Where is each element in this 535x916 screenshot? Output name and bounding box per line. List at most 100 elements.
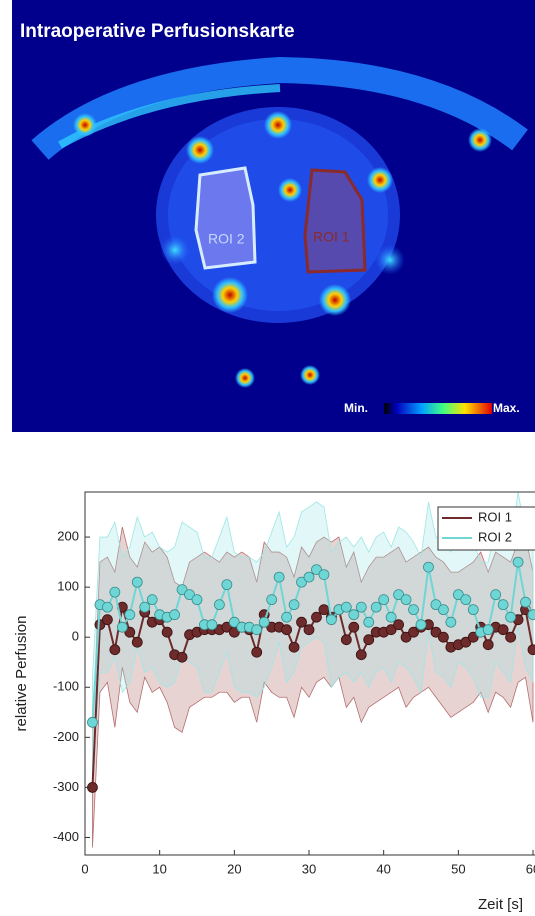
marker: [370, 601, 382, 613]
legend-box: [437, 506, 535, 551]
marker: [527, 609, 535, 621]
marker: [355, 649, 367, 661]
marker: [109, 644, 121, 656]
marker: [109, 586, 121, 598]
marker: [437, 604, 449, 616]
marker: [124, 609, 136, 621]
marker: [251, 646, 263, 658]
marker: [206, 619, 218, 631]
marker: [490, 589, 502, 601]
marker: [258, 616, 270, 628]
marker: [251, 624, 263, 636]
marker: [385, 624, 397, 636]
marker: [281, 624, 293, 636]
marker: [102, 614, 113, 626]
marker: [281, 611, 293, 623]
legend-label: ROI 1: [478, 509, 512, 524]
marker: [400, 594, 412, 606]
marker: [296, 576, 307, 588]
marker: [318, 604, 330, 616]
axis-frame: [84, 491, 535, 856]
marker: [161, 626, 173, 638]
y-tick-label: -300: [53, 779, 79, 794]
marker: [221, 579, 233, 591]
marker: [311, 611, 322, 623]
marker: [348, 609, 360, 621]
marker: [124, 626, 136, 638]
marker: [184, 589, 195, 601]
marker: [116, 621, 128, 633]
marker: [430, 626, 442, 638]
marker: [385, 611, 397, 623]
y-tick-label: -400: [53, 829, 79, 844]
marker: [497, 624, 509, 636]
colorbar-min: Min.: [344, 401, 368, 415]
marker: [303, 624, 315, 636]
marker: [288, 599, 300, 611]
marker: [497, 599, 509, 611]
map-title: Intraoperative Perfusionskarte: [20, 21, 295, 42]
marker: [191, 594, 203, 606]
marker: [355, 601, 367, 613]
marker: [131, 576, 143, 588]
marker: [393, 589, 405, 601]
marker: [228, 616, 240, 628]
marker: [363, 616, 375, 628]
marker: [408, 626, 419, 638]
marker: [400, 631, 412, 643]
marker: [176, 584, 188, 596]
y-tick-label: 200: [57, 528, 79, 543]
marker: [102, 601, 113, 613]
y-tick-label: 0: [72, 629, 79, 644]
y-tick-label: -200: [53, 729, 79, 744]
marker: [512, 556, 524, 568]
marker: [146, 594, 158, 606]
marker: [452, 589, 464, 601]
colorbar-max: Max.: [493, 401, 520, 415]
marker: [288, 641, 300, 653]
roi-label: ROI 1: [313, 229, 350, 245]
legend-label: ROI 2: [478, 529, 512, 544]
x-tick-label: 20: [227, 861, 241, 876]
marker: [139, 601, 151, 613]
marker: [340, 601, 352, 613]
y-tick-label: -100: [53, 679, 79, 694]
marker: [408, 604, 419, 616]
marker: [318, 569, 330, 581]
plot: 200 100 0 -100 -200 -300 -400 0 10 20 30 40 50 60 rela…: [13, 491, 535, 913]
x-tick-label: 40: [376, 861, 390, 876]
x-axis-label: Zeit [s]: [478, 896, 523, 913]
marker: [169, 609, 181, 621]
marker: [348, 621, 360, 633]
marker: [221, 621, 233, 633]
x-tick-label: 50: [451, 861, 465, 876]
marker: [378, 594, 390, 606]
marker: [340, 634, 352, 646]
marker: [423, 561, 434, 573]
marker: [311, 564, 322, 576]
marker: [520, 596, 531, 608]
y-axis-label: relative Perfusion: [13, 616, 30, 732]
marker: [363, 634, 375, 646]
marker: [87, 716, 98, 728]
marker: [303, 571, 315, 583]
marker: [213, 599, 225, 611]
x-tick-label: 30: [302, 861, 316, 876]
marker: [430, 599, 442, 611]
marker: [131, 636, 143, 648]
perfusion-map: Intraoperative Perfusionskarte ROI 2 ROI…: [12, 0, 535, 432]
marker: [527, 644, 535, 656]
marker: [467, 631, 479, 643]
marker: [296, 616, 307, 628]
x-tick-label: 0: [81, 861, 88, 876]
colorbar: [384, 403, 492, 414]
marker: [415, 619, 427, 631]
marker: [460, 636, 472, 648]
marker: [505, 631, 517, 643]
marker: [467, 604, 479, 616]
y-tick-label: 100: [57, 579, 79, 594]
marker: [325, 614, 337, 626]
marker: [445, 616, 457, 628]
